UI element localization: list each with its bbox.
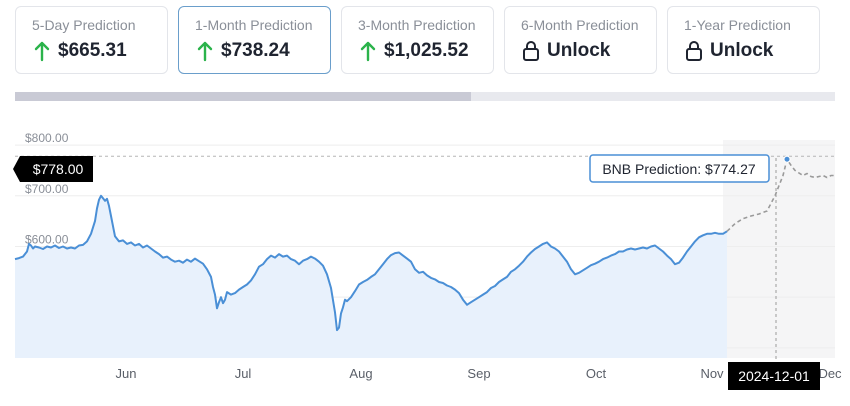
card-6-month[interactable]: 6-Month Prediction Unlock xyxy=(504,6,657,74)
card-value-row: $1,025.52 xyxy=(358,40,477,62)
x-crosshair-value: 2024-12-01 xyxy=(738,368,810,384)
up-arrow-icon xyxy=(34,41,50,62)
card-value-row: Unlock xyxy=(521,40,640,62)
tooltip-text: BNB Prediction: $774.27 xyxy=(602,161,756,177)
x-axis-ticks: Jun Jul Aug Sep Oct Nov Dec xyxy=(116,366,843,381)
x-tick-label: Jun xyxy=(116,366,137,381)
up-arrow-icon xyxy=(360,41,376,62)
card-label: 5-Day Prediction xyxy=(32,17,136,33)
x-tick-label: Dec xyxy=(818,366,842,381)
card-5-day[interactable]: 5-Day Prediction $665.31 xyxy=(15,6,168,74)
x-tick-label: Aug xyxy=(349,366,372,381)
card-value-row: $665.31 xyxy=(32,40,151,62)
x-tick-label: Jul xyxy=(235,366,252,381)
x-tick-label: Nov xyxy=(700,366,724,381)
card-label: 1-Year Prediction xyxy=(684,17,791,33)
up-arrow-icon xyxy=(197,41,213,62)
prediction-cards: 5-Day Prediction $665.31 1-Month Predict… xyxy=(15,6,820,74)
scrollbar-thumb[interactable] xyxy=(15,92,471,101)
x-tick-label: Oct xyxy=(586,366,607,381)
card-1-month[interactable]: 1-Month Prediction $738.24 xyxy=(178,6,331,74)
card-label: 6-Month Prediction xyxy=(521,17,639,33)
lock-icon xyxy=(523,41,539,61)
card-value: $1,025.52 xyxy=(384,40,469,61)
y-crosshair-label: $778.00 xyxy=(13,156,93,182)
card-1-year[interactable]: 1-Year Prediction Unlock xyxy=(667,6,820,74)
tooltip: BNB Prediction: $774.27 xyxy=(589,154,770,183)
y-tick-label: $800.00 xyxy=(25,131,69,145)
card-value: Unlock xyxy=(547,40,611,61)
forecast-price-line xyxy=(726,157,835,232)
card-3-month[interactable]: 3-Month Prediction $1,025.52 xyxy=(341,6,494,74)
y-tick-label: $700.00 xyxy=(25,182,69,196)
y-crosshair-value: $778.00 xyxy=(33,161,84,177)
price-chart[interactable]: $800.00$700.00$600.00$500.00$400.00 JunJ… xyxy=(0,110,850,406)
historical-price-line xyxy=(14,194,728,332)
card-value-row: Unlock xyxy=(684,40,803,62)
card-value-row: $738.24 xyxy=(195,40,314,62)
card-label: 1-Month Prediction xyxy=(195,17,313,33)
card-value: Unlock xyxy=(710,40,774,61)
x-crosshair-label: 2024-12-01 xyxy=(728,362,820,390)
crosshair-point xyxy=(783,155,791,163)
card-label: 3-Month Prediction xyxy=(358,17,476,33)
x-tick-label: Sep xyxy=(467,366,490,381)
chart-range-scrollbar[interactable] xyxy=(15,92,835,101)
card-value: $738.24 xyxy=(221,40,290,61)
lock-icon xyxy=(686,41,702,61)
card-value: $665.31 xyxy=(58,40,127,61)
y-tick-label: $600.00 xyxy=(25,232,69,246)
